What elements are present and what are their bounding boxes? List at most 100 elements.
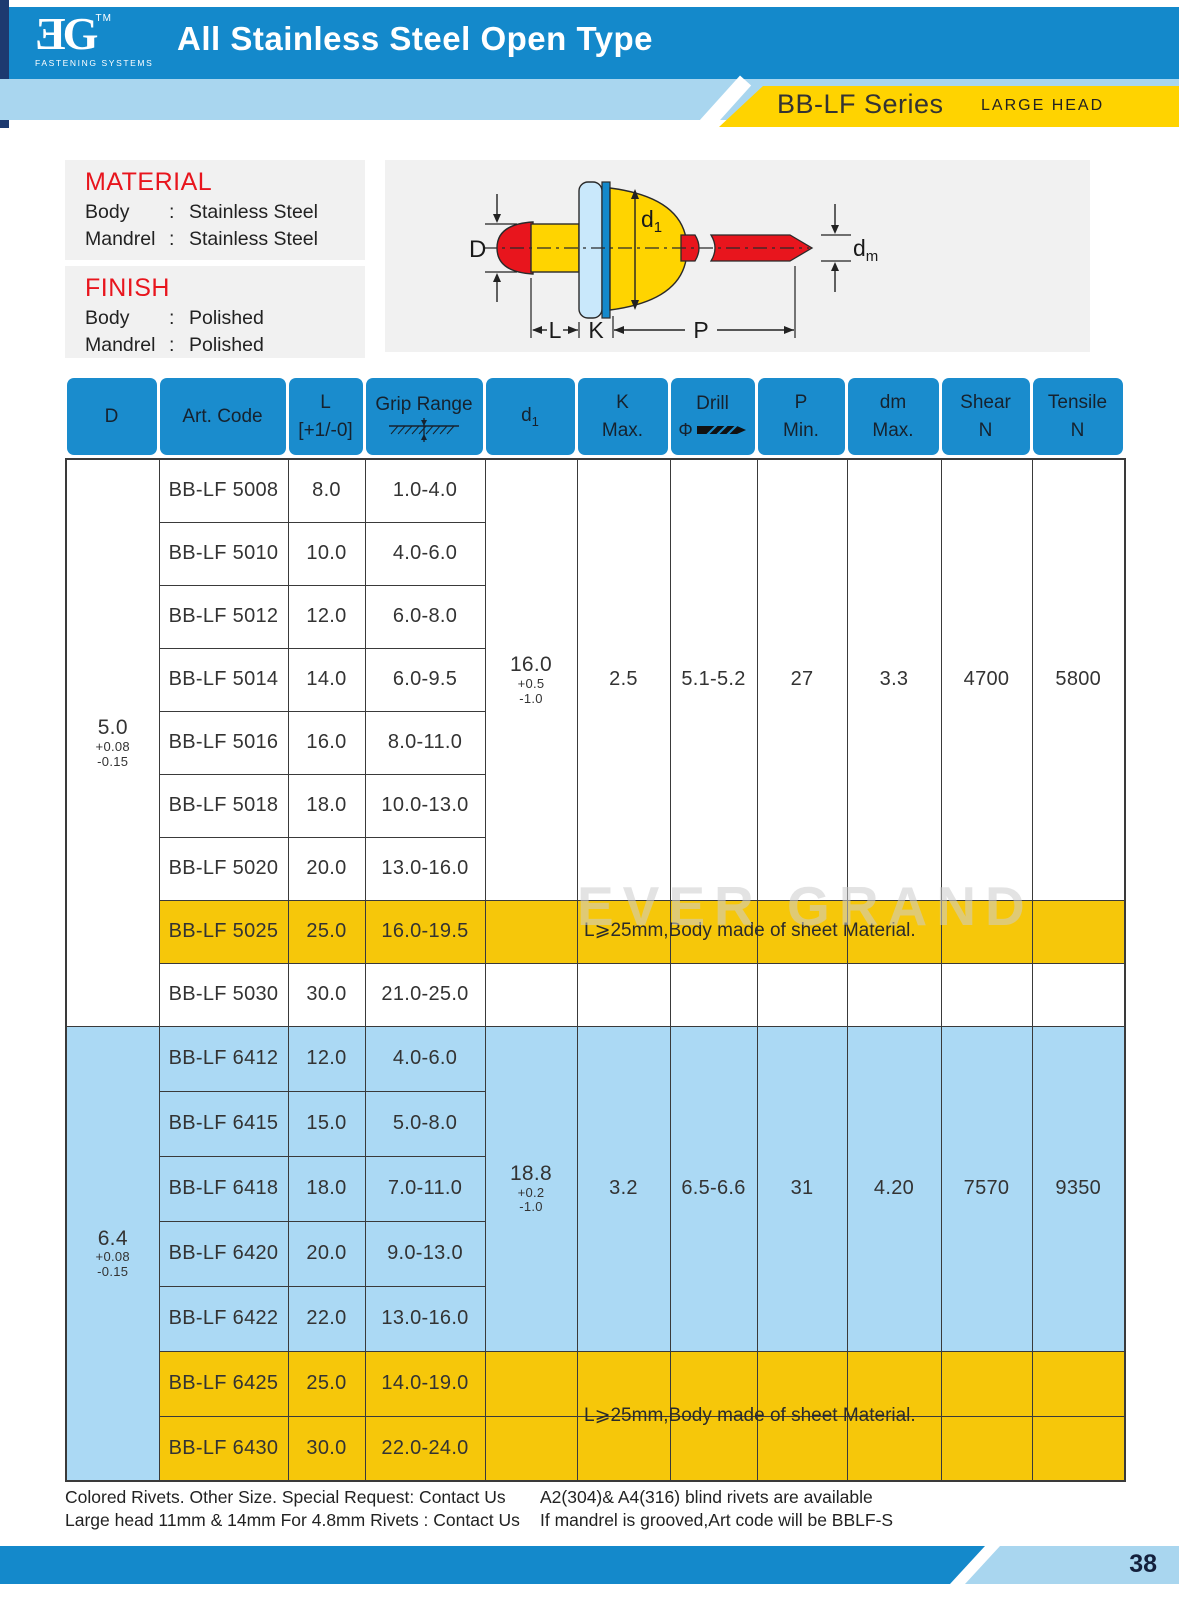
cell-art-code: BB-LF 6425 [158,1350,289,1417]
cell-empty [484,962,578,1027]
series-subtitle: LARGE HEAD [981,97,1105,114]
table-row-highlighted: BB-LF 6425 25.0 14.0-19.0 [66,1350,1126,1417]
table-row: 5.0 +0.08 -0.15 BB-LF 5008 8.0 1.0-4.0 16.… [65,458,1126,1027]
col-header-grip-range: Grip Range [365,378,483,455]
cell-empty [1031,962,1126,1027]
cell-art-code: BB-LF 6420 [158,1220,289,1287]
cell-empty [669,962,758,1027]
cell-grip-range: 7.0-11.0 [364,1155,486,1222]
dim-label-D: D [469,236,486,263]
cell-shear: 4700 [940,458,1033,901]
cell-grip-range: 13.0-16.0 [364,1285,486,1352]
table-row: BB-LF 6418 18.0 7.0-11.0 [66,1155,1125,1222]
spec-table-body: 5.0 +0.08 -0.15 BB-LF 5008 8.0 1.0-4.0 16.… [65,458,1126,1482]
dim-label-dm: dm [853,235,878,265]
series-title: BB-LF Series [777,89,944,119]
cell-empty [576,962,671,1027]
cell-length: 14.0 [287,647,366,712]
dim-label-P: P [693,317,708,343]
cell-empty [846,962,942,1027]
cell-p-min: 27 [756,458,848,901]
cell-grip-range: 5.0-8.0 [364,1090,486,1157]
finish-row-mandrel: Mandrel : Polished [85,334,365,357]
table-row: BB-LF 6420 20.0 9.0-13.0 [66,1220,1125,1287]
top-header-bar: ƎGTM FASTENING SYSTEMS All Stainless Ste… [9,7,1179,79]
cell-empty [846,899,942,964]
cell-shear: 7570 [940,1025,1033,1352]
col-header-d: D [66,378,157,455]
cell-art-code: BB-LF 5018 [158,773,289,838]
cell-empty [576,1350,671,1417]
note-sheet-material-2: L⩾25mm,Body made of sheet Material. [584,1404,916,1426]
cell-empty [1031,1350,1126,1417]
cell-length: 25.0 [287,1350,366,1417]
rivet-diagram: D d1 dm L K [385,160,1090,352]
cell-length: 30.0 [287,1415,366,1482]
material-heading: MATERIAL [85,168,213,196]
cell-grip-range: 16.0-19.5 [364,899,486,964]
cell-art-code: BB-LF 6412 [158,1025,289,1092]
cell-art-code: BB-LF 5008 [158,458,289,523]
material-mandrel-value: Stainless Steel [189,228,318,250]
material-body-label: Body [85,201,130,223]
finish-panel: FINISH Body : Polished Mandrel : Polishe… [65,266,365,358]
col-header-art-code: Art. Code [159,378,286,455]
table-row: 6.4 +0.08 -0.15 BB-LF 6412 12.0 4.0-6.0 18… [65,1025,1126,1482]
col-header-tensile: Tensile N [1032,378,1123,455]
cell-drill: 5.1-5.2 [669,458,758,901]
finish-row-body: Body : Polished [85,307,365,330]
cell-empty [756,1350,848,1417]
cell-empty [940,899,1033,964]
cell-grip-range: 21.0-25.0 [364,962,486,1027]
cell-empty [846,1415,942,1482]
cell-grip-range: 14.0-19.0 [364,1350,486,1417]
finish-mandrel-label: Mandrel [85,334,156,356]
col-header-p-min: P Min. [757,378,845,455]
table-row: BB-LF 5016 16.0 8.0-11.0 [66,710,1125,775]
cell-length: 10.0 [287,521,366,586]
cell-empty [1031,1415,1126,1482]
dim-label-d1: d1 [641,206,662,236]
table-row: BB-LF 6415 15.0 5.0-8.0 [66,1090,1125,1157]
cell-length: 25.0 [287,899,366,964]
separator: : [169,334,175,356]
rivet-diagram-drawing: D d1 dm L K [469,181,878,343]
cell-length: 18.0 [287,1155,366,1222]
material-panel: MATERIAL Body : Stainless Steel Mandrel … [65,160,365,260]
finish-body-value: Polished [189,307,264,329]
cell-art-code: BB-LF 6418 [158,1155,289,1222]
finish-mandrel-value: Polished [189,334,264,356]
cell-dm-max: 3.3 [846,458,942,901]
cell-art-code: BB-LF 6415 [158,1090,289,1157]
table-row: BB-LF 6422 22.0 13.0-16.0 [66,1285,1125,1352]
material-mandrel-label: Mandrel [85,228,156,250]
cell-art-code: BB-LF 5010 [158,521,289,586]
cell-k-max: 3.2 [576,1025,671,1352]
logo-subtitle: FASTENING SYSTEMS [35,58,154,68]
left-accent-strip [0,0,9,128]
cell-empty [940,1350,1033,1417]
finish-heading: FINISH [85,274,170,302]
cell-grip-range: 1.0-4.0 [364,458,486,523]
cell-k-max: 2.5 [576,458,671,901]
cell-empty [756,1415,848,1482]
table-row: BB-LF 5030 30.0 21.0-25.0 [66,962,1126,1027]
cell-art-code: BB-LF 6422 [158,1285,289,1352]
material-body-value: Stainless Steel [189,201,318,223]
cell-empty [940,1415,1033,1482]
cell-art-code: BB-LF 5020 [158,836,289,901]
rivet-flange-edge [601,181,611,319]
cell-length: 16.0 [287,710,366,775]
cell-tensile: 5800 [1031,458,1126,901]
cell-length: 20.0 [287,836,366,901]
note-sheet-material-1: L⩾25mm,Body made of sheet Material. [584,920,916,941]
footnote-line: A2(304)& A4(316) blind rivets are availa… [540,1487,873,1507]
cell-grip-range: 8.0-11.0 [364,710,486,775]
col-header-length: L [+1/-0] [288,378,363,455]
table-row: BB-LF 5018 18.0 10.0-13.0 [66,773,1125,838]
page-number: 38 [1129,1550,1157,1578]
cell-grip-range: 9.0-13.0 [364,1220,486,1287]
cell-empty [484,1415,578,1482]
bottom-blue-bar [0,1546,985,1584]
